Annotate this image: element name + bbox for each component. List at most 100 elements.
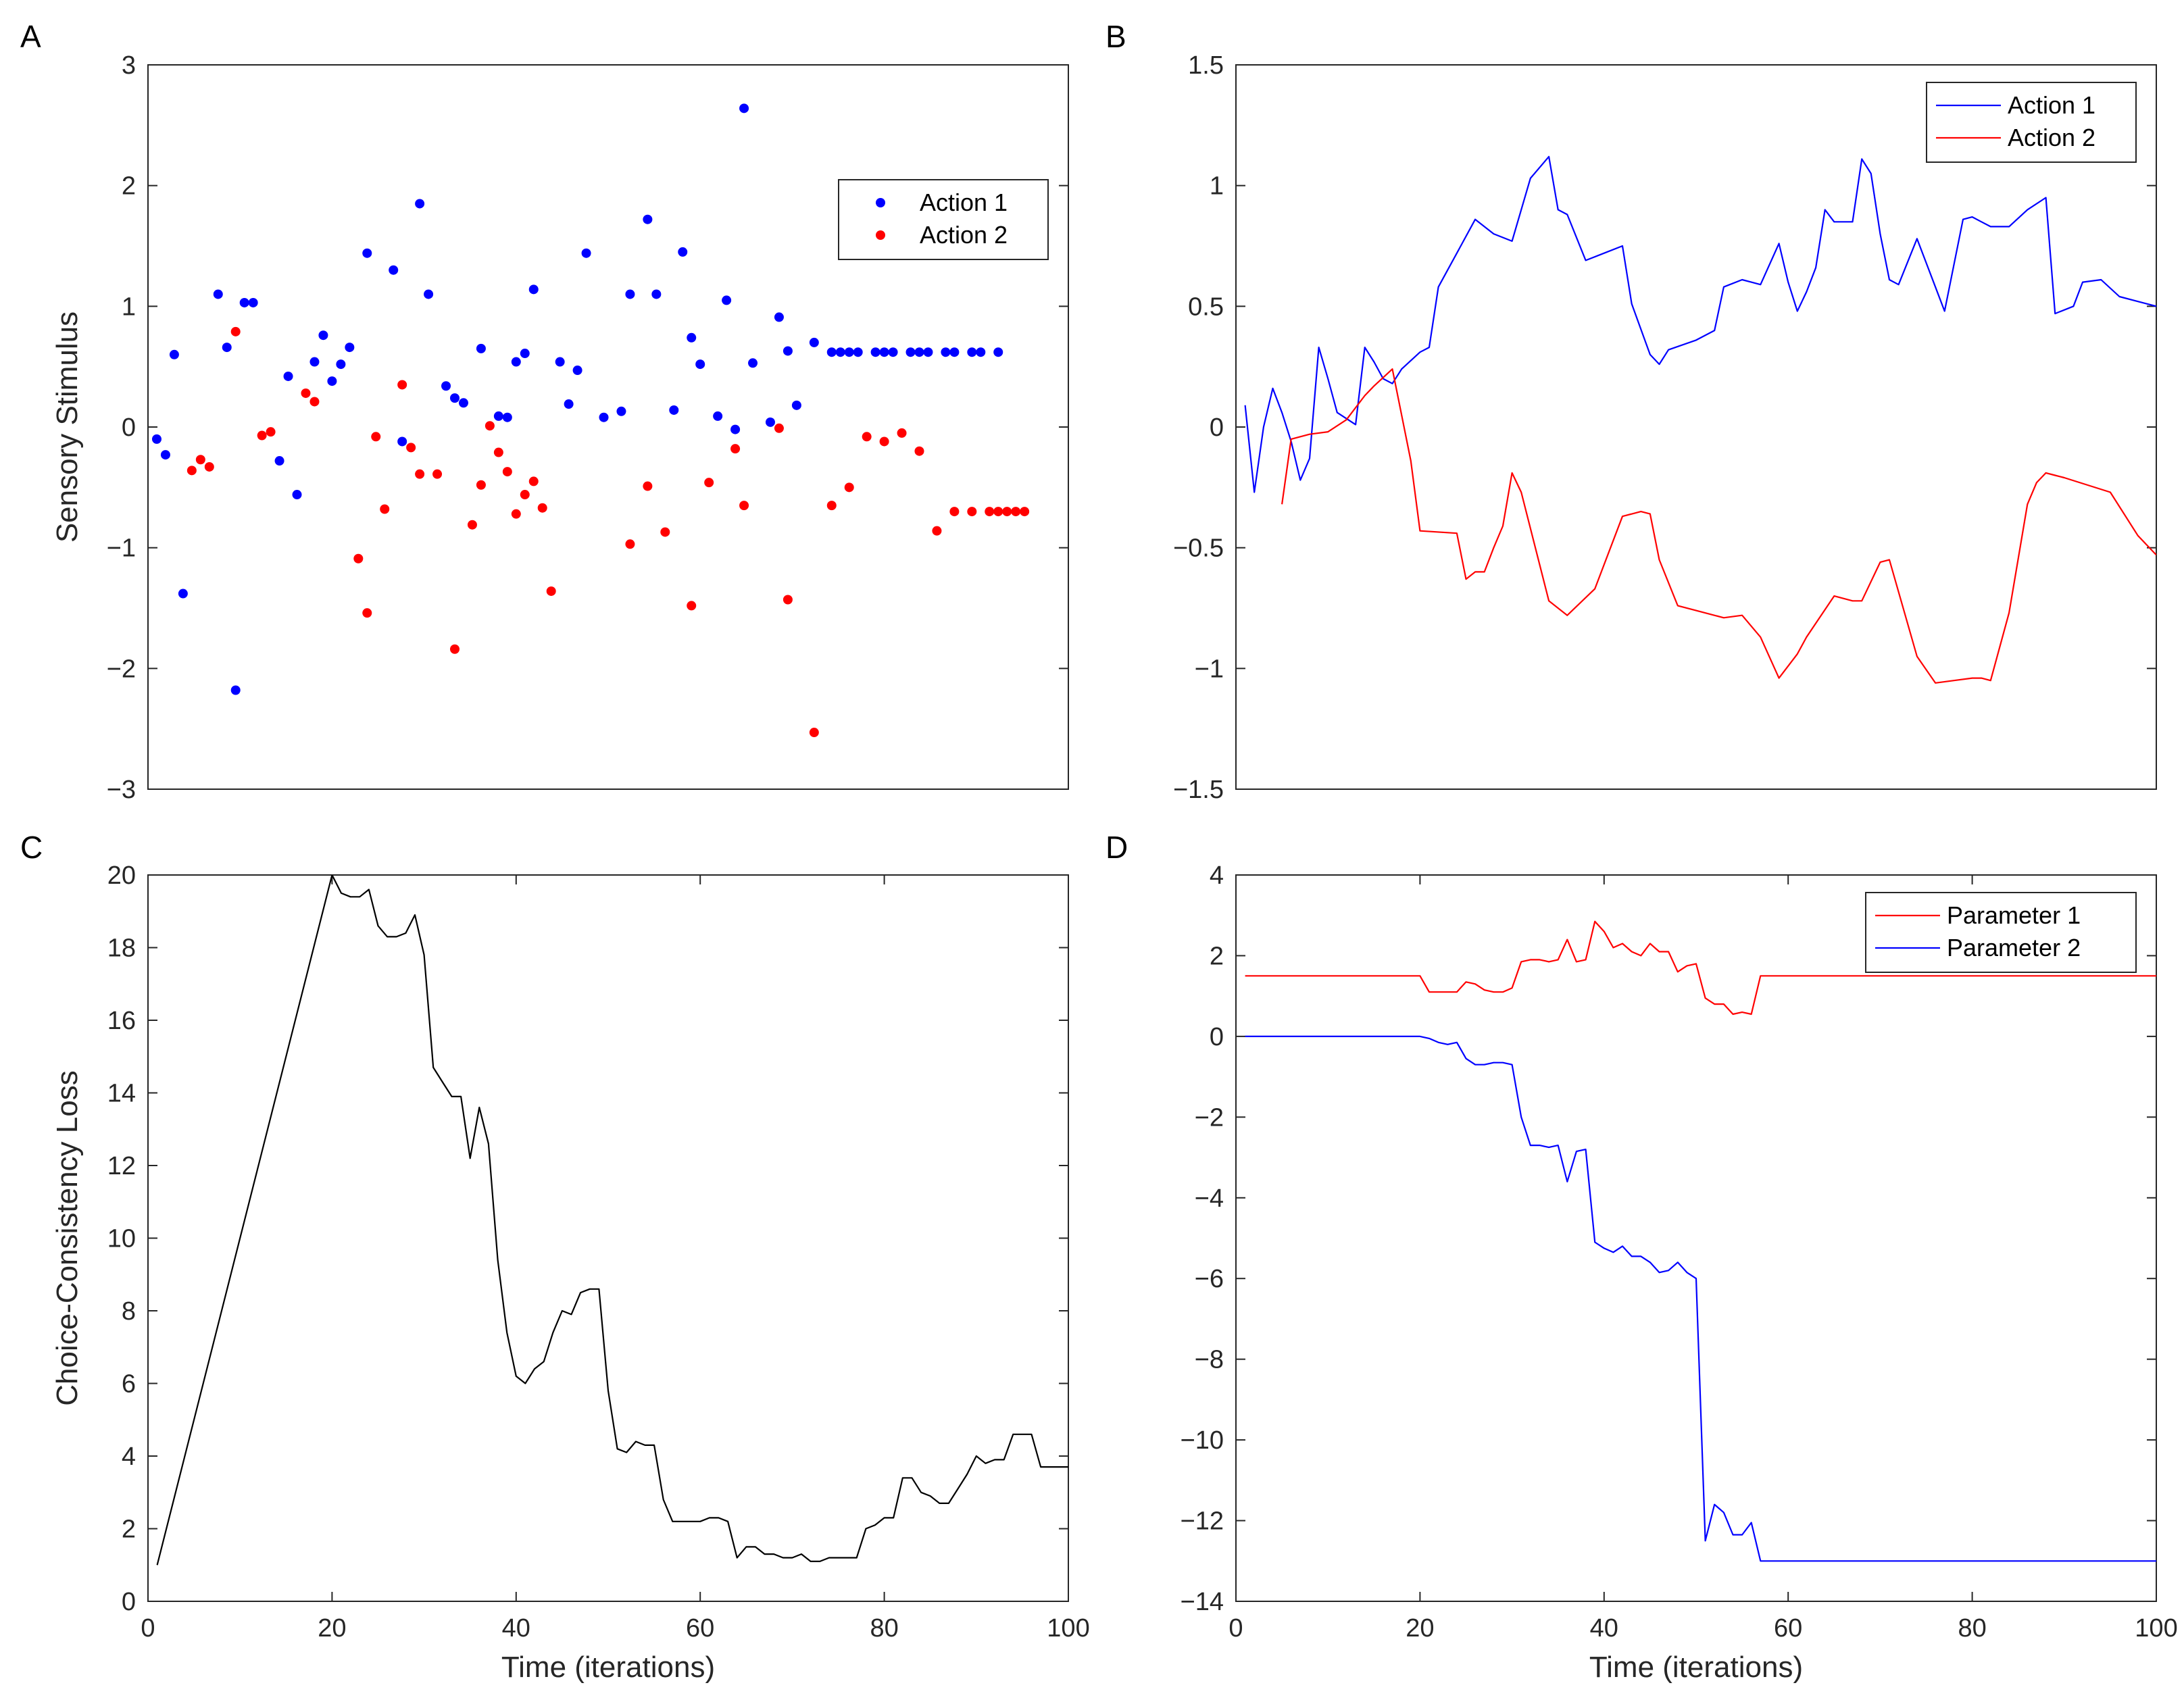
y-tick-label: 4 [122,1443,136,1471]
point-action-2 [862,432,872,442]
plot-area [1244,155,2156,684]
axes-frame [1235,874,2157,1602]
y-tick-label: 10 [107,1225,136,1253]
point-action-1 [625,289,635,299]
point-action-2 [450,644,460,654]
point-action-1 [687,332,697,343]
point-action-2 [528,476,539,486]
legend-marker [876,198,885,207]
x-tick-label: 100 [1047,1614,1089,1643]
point-action-1 [528,284,539,295]
point-action-1 [713,411,723,421]
point-action-1 [993,347,1003,357]
point-action-2 [301,388,311,398]
panel-letter: C [20,830,43,865]
point-action-1 [722,295,732,305]
legend: Action 1 Action 2 [838,179,1049,260]
point-action-2 [520,490,530,500]
point-action-1 [397,436,407,447]
x-tick-label: 20 [318,1614,346,1643]
y-tick-label: 0 [1210,414,1224,442]
legend-box [1926,82,2137,163]
x-tick-label: 40 [502,1614,530,1643]
point-action-1 [783,346,793,356]
y-tick-label: −2 [1195,1103,1224,1132]
point-action-1 [791,400,801,410]
point-action-2 [353,553,364,564]
point-action-1 [336,359,346,370]
point-action-2 [967,507,977,517]
legend: Action 1 Action 2 [1926,82,2137,163]
point-action-1 [941,347,951,357]
point-action-1 [493,411,503,421]
point-action-2 [204,461,214,472]
point-action-1 [318,330,328,341]
y-tick-label: 1.5 [1188,51,1224,80]
point-action-1 [424,289,434,299]
point-action-1 [905,347,916,357]
axes-frame [147,874,1069,1602]
legend-label: Parameter 1 [1947,901,2081,929]
point-action-2 [809,728,819,738]
point-action-2 [546,586,556,596]
y-axis-title: Choice-Consistency Loss [51,1070,84,1405]
point-action-2 [467,520,477,530]
point-action-2 [932,526,942,536]
point-action-1 [879,347,889,357]
point-action-1 [835,347,845,357]
y-tick-label: 0 [122,1588,136,1616]
point-action-2 [380,504,390,514]
point-action-1 [651,289,662,299]
point-action-2 [406,443,416,453]
y-tick-label: 2 [122,172,136,201]
point-action-2 [1020,507,1030,517]
y-tick-label: 16 [107,1007,136,1035]
point-action-1 [923,347,933,357]
panel-letter: D [1106,830,1128,865]
point-action-1 [976,347,986,357]
point-action-1 [809,337,819,347]
line-parameter-2 [1245,1035,2156,1562]
point-action-1 [292,490,302,500]
point-action-2 [774,423,784,433]
legend-box [838,179,1049,260]
legend-marker [876,230,885,240]
y-tick-label: −1.5 [1173,776,1224,804]
point-action-1 [327,376,337,386]
point-action-2 [897,428,907,438]
legend-label: Action 1 [2008,91,2095,119]
y-tick-label: −3 [107,776,136,804]
point-action-1 [949,347,960,357]
point-action-1 [274,456,284,466]
y-tick-label: −2 [107,655,136,683]
y-tick-label: 1 [122,293,136,321]
point-action-1 [450,393,460,403]
y-tick-label: −14 [1181,1588,1224,1616]
panel-c: C 0 2 4 6 8 10 12 14 16 18 20 0 20 40 60 80 100 Time (iter… [20,830,1090,1684]
point-action-2 [643,481,653,491]
x-tick-label: 0 [1228,1614,1243,1643]
y-tick-label: 2 [1210,942,1224,970]
x-tick-label: 20 [1406,1614,1434,1643]
y-tick-label: −0.5 [1173,534,1224,563]
x-tick-label: 60 [686,1614,714,1643]
y-tick-label: 0.5 [1188,293,1224,321]
point-action-2 [511,509,521,519]
point-action-1 [151,434,162,444]
point-action-2 [687,601,697,611]
y-tick-label: 18 [107,934,136,963]
line-parameter-1 [1245,920,2156,1016]
point-action-2 [739,501,749,511]
point-action-1 [616,406,626,416]
point-action-2 [993,507,1003,517]
y-tick-label: 2 [122,1516,136,1544]
point-action-1 [914,347,924,357]
point-action-2 [844,482,854,493]
point-action-1 [826,347,837,357]
legend: Parameter 1 Parameter 2 [1865,892,2137,973]
point-action-1 [511,357,521,367]
point-action-2 [625,539,635,549]
point-action-2 [783,595,793,605]
point-action-2 [397,380,407,390]
